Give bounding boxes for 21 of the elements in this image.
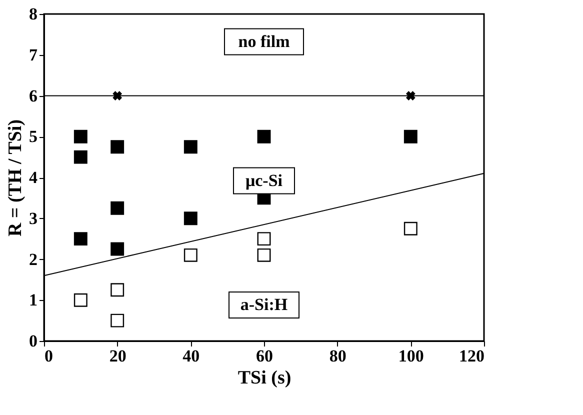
x-tick-label: 20 (109, 346, 126, 366)
y-tick-label: 3 (29, 208, 38, 228)
x-tick-label: 40 (182, 346, 200, 366)
y-tick-label: 6 (29, 86, 38, 106)
x-tick-label: 100 (398, 346, 424, 366)
x-tick-label: 60 (256, 346, 273, 366)
y-tick-label: 7 (29, 45, 38, 64)
y-axis-title: R = (TH / TSi) (5, 119, 26, 237)
y-tick-label: 0 (29, 332, 38, 350)
x-axis-title: TSi (s) (238, 368, 292, 388)
annotation: μc-Si (245, 170, 283, 190)
x-tick-label: 120 (459, 346, 484, 366)
annotation: a-Si:H (240, 295, 288, 314)
y-tick-label: 1 (29, 290, 38, 310)
x-tick-label: 0 (44, 346, 53, 366)
x-tick-label: 80 (329, 346, 346, 366)
y-tick-label: 8 (29, 4, 38, 24)
y-tick-label: 2 (29, 250, 38, 269)
y-tick-label: 5 (29, 127, 38, 146)
annotation: no film (238, 32, 290, 51)
y-tick-label: 4 (29, 168, 38, 187)
